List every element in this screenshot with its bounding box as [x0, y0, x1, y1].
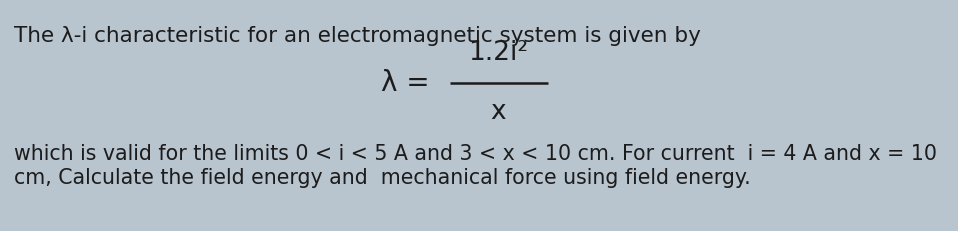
Text: cm, Calculate the field energy and  mechanical force using field energy.: cm, Calculate the field energy and mecha…	[14, 168, 751, 188]
Text: x: x	[490, 99, 506, 125]
Text: 1.2i²: 1.2i²	[468, 40, 528, 66]
Text: The λ-i characteristic for an electromagnetic system is given by: The λ-i characteristic for an electromag…	[14, 26, 701, 46]
Text: λ =: λ =	[381, 69, 430, 97]
Text: which is valid for the limits 0 < i < 5 A and 3 < x < 10 cm. For current  i = 4 : which is valid for the limits 0 < i < 5 …	[14, 144, 937, 164]
